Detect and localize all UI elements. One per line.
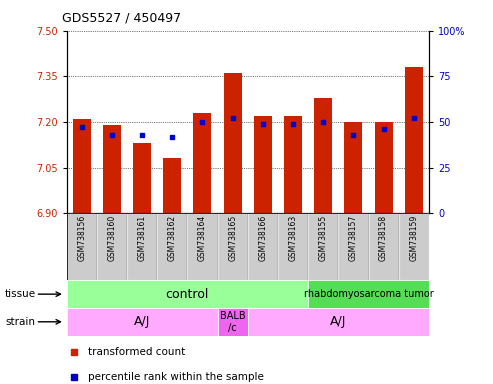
Text: GSM738160: GSM738160: [107, 215, 116, 262]
Bar: [97, 213, 127, 280]
Text: percentile rank within the sample: percentile rank within the sample: [88, 372, 264, 382]
Bar: [344, 122, 362, 213]
Bar: [163, 158, 181, 213]
Bar: [405, 67, 423, 213]
Text: GSM738158: GSM738158: [379, 215, 388, 261]
Text: GSM738164: GSM738164: [198, 215, 207, 262]
Bar: [223, 73, 242, 213]
Bar: [314, 98, 332, 213]
Text: GDS5527 / 450497: GDS5527 / 450497: [62, 12, 181, 25]
Text: GSM738161: GSM738161: [138, 215, 146, 261]
Text: BALB
/c: BALB /c: [220, 311, 246, 333]
Bar: [278, 213, 308, 280]
Bar: [254, 116, 272, 213]
Bar: [368, 213, 399, 280]
Text: GSM738155: GSM738155: [318, 215, 328, 262]
Text: GSM738166: GSM738166: [258, 215, 267, 262]
Text: GSM738159: GSM738159: [409, 215, 419, 262]
Bar: [127, 213, 157, 280]
Text: A/J: A/J: [134, 315, 150, 328]
Bar: [248, 213, 278, 280]
Bar: [193, 113, 211, 213]
Text: GSM738163: GSM738163: [288, 215, 298, 262]
Bar: [338, 213, 368, 280]
Text: rhabdomyosarcoma tumor: rhabdomyosarcoma tumor: [304, 289, 433, 299]
Bar: [217, 308, 247, 336]
Bar: [72, 119, 91, 213]
Text: GSM738157: GSM738157: [349, 215, 358, 262]
Bar: [375, 122, 392, 213]
Bar: [187, 213, 217, 280]
Text: GSM738156: GSM738156: [77, 215, 86, 262]
Bar: [284, 116, 302, 213]
Text: GSM738165: GSM738165: [228, 215, 237, 262]
Text: GSM738162: GSM738162: [168, 215, 177, 261]
Text: A/J: A/J: [330, 315, 347, 328]
Text: tissue: tissue: [5, 289, 36, 299]
Bar: [67, 280, 308, 308]
Bar: [248, 308, 429, 336]
Bar: [67, 308, 217, 336]
Bar: [133, 143, 151, 213]
Bar: [217, 213, 247, 280]
Bar: [308, 213, 338, 280]
Bar: [103, 125, 121, 213]
Bar: [67, 213, 97, 280]
Bar: [399, 213, 429, 280]
Bar: [308, 280, 429, 308]
Text: strain: strain: [5, 317, 35, 327]
Text: control: control: [166, 288, 209, 301]
Text: transformed count: transformed count: [88, 347, 185, 357]
Bar: [157, 213, 187, 280]
